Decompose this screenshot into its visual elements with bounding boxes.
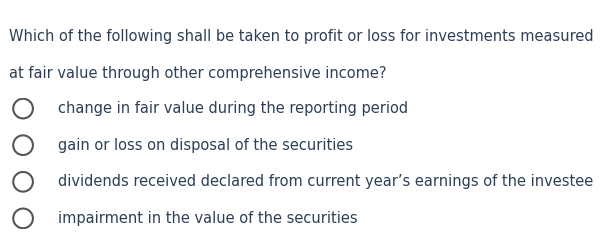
Text: impairment in the value of the securities: impairment in the value of the securitie… bbox=[58, 211, 358, 226]
Text: dividends received declared from current year’s earnings of the investee: dividends received declared from current… bbox=[58, 174, 593, 189]
Text: at fair value through other comprehensive income?: at fair value through other comprehensiv… bbox=[9, 66, 387, 81]
Text: Which of the following shall be taken to profit or loss for investments measured: Which of the following shall be taken to… bbox=[9, 29, 594, 44]
Text: gain or loss on disposal of the securities: gain or loss on disposal of the securiti… bbox=[58, 138, 353, 153]
Text: change in fair value during the reporting period: change in fair value during the reportin… bbox=[58, 101, 408, 116]
